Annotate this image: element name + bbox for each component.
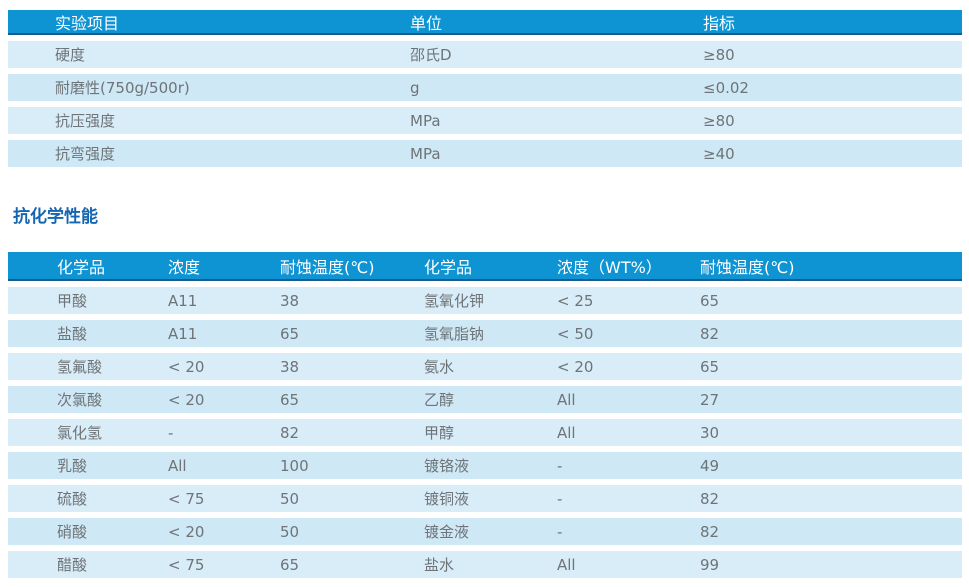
- table2-header-concentration-right: 浓度（WT%）: [557, 257, 662, 277]
- table-row: 乳酸 All 100 镀铬液 - 49: [8, 452, 962, 479]
- table-cell: < 20: [557, 357, 594, 376]
- table-row: 硬度 邵氏D ≥80: [8, 41, 962, 68]
- table-cell: 65: [700, 291, 720, 310]
- table-cell: g: [410, 78, 420, 97]
- table-cell: 65: [280, 390, 300, 409]
- table-cell: 氨水: [424, 358, 455, 376]
- table2-body: 甲酸 A11 38 氢氧化钾 < 25 65 盐酸 A11 65 氢氧脂钠 < 50 82 氢氟酸 < 2…: [8, 287, 962, 578]
- table-cell: 氢氧化钾: [424, 292, 485, 310]
- table-row: 次氯酸 < 20 65 乙醇 All 27: [8, 386, 962, 413]
- table-cell: 邵氏D: [410, 46, 452, 64]
- table-row: 甲酸 A11 38 氢氧化钾 < 25 65: [8, 287, 962, 314]
- table-cell: -: [168, 423, 174, 442]
- table2-header-chemical-left: 化学品: [57, 257, 106, 277]
- table-cell: All: [557, 390, 576, 409]
- table-cell: MPa: [410, 144, 441, 163]
- table-cell: 镀铜液: [424, 490, 470, 508]
- table-cell: 硫酸: [57, 490, 88, 508]
- table-cell: 65: [280, 324, 300, 343]
- table-cell: ≤0.02: [703, 78, 749, 97]
- table2-header-corrosion-temp-right: 耐蚀温度(℃): [700, 257, 795, 277]
- table-cell: 甲酸: [57, 292, 88, 310]
- table-row: 硝酸 < 20 50 镀金液 - 82: [8, 518, 962, 545]
- table-row: 盐酸 A11 65 氢氧脂钠 < 50 82: [8, 320, 962, 347]
- table-cell: A11: [168, 324, 198, 343]
- table-cell: 99: [700, 555, 720, 574]
- chemical-resistance-table: 化学品 浓度 耐蚀温度(℃) 化学品 浓度（WT%） 耐蚀温度(℃) 甲酸 A11…: [8, 252, 962, 578]
- table-cell: 氯化氢: [57, 424, 103, 442]
- table-cell: ≥80: [703, 111, 735, 130]
- table2-header-chemical-right: 化学品: [424, 257, 473, 277]
- table2-header-concentration-left: 浓度: [168, 257, 201, 277]
- table-cell: 乳酸: [57, 457, 88, 475]
- table-cell: All: [168, 456, 187, 475]
- table1-header-experiment-item: 实验项目: [55, 13, 120, 33]
- table-cell: < 75: [168, 489, 205, 508]
- table-cell: MPa: [410, 111, 441, 130]
- table-cell: 50: [280, 489, 300, 508]
- table1-header-unit: 单位: [410, 13, 443, 33]
- table-cell: 100: [280, 456, 309, 475]
- table-cell: 50: [280, 522, 300, 541]
- table-cell: 硬度: [55, 46, 86, 64]
- table-row: 耐磨性(750g/500r) g ≤0.02: [8, 74, 962, 101]
- table-cell: 65: [280, 555, 300, 574]
- table-cell: < 75: [168, 555, 205, 574]
- table-cell: 82: [700, 522, 720, 541]
- table-cell: < 50: [557, 324, 594, 343]
- table-cell: < 20: [168, 522, 205, 541]
- table-cell: < 20: [168, 357, 205, 376]
- table-cell: 甲醇: [424, 424, 455, 442]
- table-cell: < 25: [557, 291, 594, 310]
- table-cell: All: [557, 555, 576, 574]
- table-cell: ≥80: [703, 45, 735, 64]
- table2-header-corrosion-temp-left: 耐蚀温度(℃): [280, 257, 375, 277]
- table-cell: 醋酸: [57, 556, 88, 574]
- table-cell: 38: [280, 357, 300, 376]
- table-cell: 抗压强度: [55, 112, 116, 130]
- table-cell: 82: [700, 489, 720, 508]
- table-row: 氯化氢 - 82 甲醇 All 30: [8, 419, 962, 446]
- section-title-chemical-resistance: 抗化学性能: [13, 207, 98, 227]
- table1-header-row: 实验项目 单位 指标: [8, 10, 962, 35]
- table-row: 抗弯强度 MPa ≥40: [8, 140, 962, 167]
- table-cell: 盐水: [424, 556, 455, 574]
- table-cell: All: [557, 423, 576, 442]
- table-cell: < 20: [168, 390, 205, 409]
- table-cell: 镀铬液: [424, 457, 470, 475]
- table-cell: -: [557, 522, 563, 541]
- table-cell: 氢氧脂钠: [424, 325, 485, 343]
- table-cell: A11: [168, 291, 198, 310]
- table-cell: 次氯酸: [57, 391, 103, 409]
- table-row: 抗压强度 MPa ≥80: [8, 107, 962, 134]
- table-cell: 盐酸: [57, 325, 88, 343]
- table-cell: -: [557, 456, 563, 475]
- table-cell: 耐磨性(750g/500r): [55, 79, 190, 97]
- table-cell: 49: [700, 456, 720, 475]
- table-cell: 硝酸: [57, 523, 88, 541]
- table-cell: 38: [280, 291, 300, 310]
- table-cell: -: [557, 489, 563, 508]
- table-cell: 抗弯强度: [55, 145, 116, 163]
- table-cell: 27: [700, 390, 720, 409]
- table1-body: 硬度 邵氏D ≥80 耐磨性(750g/500r) g ≤0.02 抗压强度 MPa ≥80 抗弯…: [8, 41, 962, 167]
- table-cell: 镀金液: [424, 523, 470, 541]
- table-cell: ≥40: [703, 144, 735, 163]
- table2-header-row: 化学品 浓度 耐蚀温度(℃) 化学品 浓度（WT%） 耐蚀温度(℃): [8, 252, 962, 281]
- table-cell: 82: [700, 324, 720, 343]
- table-cell: 82: [280, 423, 300, 442]
- table-row: 氢氟酸 < 20 38 氨水 < 20 65: [8, 353, 962, 380]
- physical-properties-table: 实验项目 单位 指标 硬度 邵氏D ≥80 耐磨性(750g/500r) g ≤0.02 抗…: [8, 10, 962, 167]
- table-row: 醋酸 < 75 65 盐水 All 99: [8, 551, 962, 578]
- table-row: 硫酸 < 75 50 镀铜液 - 82: [8, 485, 962, 512]
- table1-header-index: 指标: [703, 13, 736, 33]
- table-cell: 氢氟酸: [57, 358, 103, 376]
- table-cell: 65: [700, 357, 720, 376]
- table-cell: 30: [700, 423, 720, 442]
- table-cell: 乙醇: [424, 391, 455, 409]
